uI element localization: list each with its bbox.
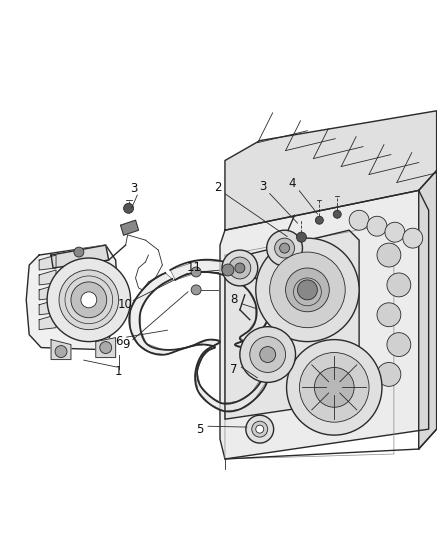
Circle shape xyxy=(286,340,382,435)
Circle shape xyxy=(222,250,258,286)
Circle shape xyxy=(385,222,405,242)
Circle shape xyxy=(349,211,369,230)
Circle shape xyxy=(222,264,234,276)
Circle shape xyxy=(270,252,345,328)
Polygon shape xyxy=(51,245,109,268)
Polygon shape xyxy=(419,171,437,449)
Text: 10: 10 xyxy=(118,298,133,311)
Circle shape xyxy=(124,203,134,213)
Circle shape xyxy=(229,257,251,279)
Text: 3: 3 xyxy=(130,182,137,195)
Circle shape xyxy=(267,230,303,266)
Circle shape xyxy=(74,247,84,257)
Circle shape xyxy=(297,232,307,242)
Circle shape xyxy=(191,285,201,295)
Circle shape xyxy=(286,268,329,312)
Circle shape xyxy=(100,342,112,353)
Circle shape xyxy=(275,238,294,258)
Circle shape xyxy=(250,337,286,373)
Circle shape xyxy=(377,243,401,267)
Text: 11: 11 xyxy=(187,262,201,274)
Circle shape xyxy=(300,352,369,422)
Circle shape xyxy=(260,346,276,362)
Text: 2: 2 xyxy=(214,181,222,194)
Circle shape xyxy=(387,333,411,357)
Circle shape xyxy=(55,345,67,358)
Circle shape xyxy=(59,270,119,330)
Circle shape xyxy=(315,216,323,224)
Polygon shape xyxy=(39,255,56,270)
Circle shape xyxy=(256,238,359,342)
Polygon shape xyxy=(39,285,56,300)
Polygon shape xyxy=(96,337,116,358)
Circle shape xyxy=(367,216,387,236)
Circle shape xyxy=(252,421,268,437)
Polygon shape xyxy=(220,190,429,459)
Circle shape xyxy=(377,303,401,327)
Text: 7: 7 xyxy=(230,363,238,376)
Polygon shape xyxy=(225,230,359,419)
Polygon shape xyxy=(39,300,56,315)
Circle shape xyxy=(235,263,245,273)
Polygon shape xyxy=(51,340,71,360)
Circle shape xyxy=(377,362,401,386)
Polygon shape xyxy=(131,260,270,411)
Circle shape xyxy=(297,280,318,300)
Polygon shape xyxy=(39,315,56,330)
Circle shape xyxy=(240,327,296,382)
Text: 5: 5 xyxy=(196,423,204,435)
Polygon shape xyxy=(39,270,56,285)
Circle shape xyxy=(191,267,201,277)
Circle shape xyxy=(403,228,423,248)
Text: 9: 9 xyxy=(122,338,129,351)
Circle shape xyxy=(81,292,97,308)
Text: 1: 1 xyxy=(115,365,122,378)
Circle shape xyxy=(47,258,131,342)
Text: 8: 8 xyxy=(230,293,237,306)
Circle shape xyxy=(314,367,354,407)
Circle shape xyxy=(71,282,107,318)
Text: 4: 4 xyxy=(289,177,296,190)
Circle shape xyxy=(333,211,341,218)
Circle shape xyxy=(279,243,290,253)
Circle shape xyxy=(246,415,274,443)
Circle shape xyxy=(387,273,411,297)
Polygon shape xyxy=(26,245,119,350)
Polygon shape xyxy=(225,111,437,230)
Polygon shape xyxy=(120,220,138,235)
Text: 3: 3 xyxy=(259,180,266,193)
Text: 6: 6 xyxy=(115,335,122,348)
Circle shape xyxy=(256,425,264,433)
